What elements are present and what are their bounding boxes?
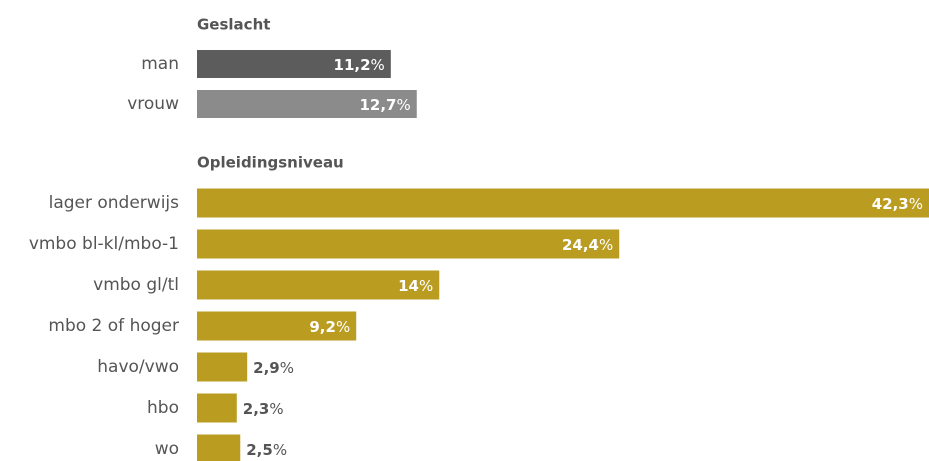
category-label: hbo (147, 398, 179, 418)
value-label: 42,3% (872, 195, 923, 213)
category-label: havo/vwo (97, 357, 179, 377)
value-label: 9,2% (309, 318, 350, 336)
bar (197, 434, 241, 461)
bar (197, 229, 620, 259)
value-label: 2,5% (246, 441, 287, 459)
value-label: 24,4% (562, 236, 613, 254)
category-label: wo (155, 439, 179, 459)
bar (197, 90, 417, 118)
value-label: 14% (398, 277, 433, 295)
value-label: 2,3% (243, 400, 284, 418)
bar (197, 352, 248, 382)
value-label: 12,7% (359, 96, 410, 114)
category-label: vmbo bl-kl/mbo-1 (29, 234, 179, 254)
category-label: mbo 2 of hoger (48, 316, 179, 336)
group-title: Opleidingsniveau (197, 154, 344, 172)
category-label: lager onderwijs (49, 193, 180, 213)
value-label: 11,2% (334, 56, 385, 74)
value-label: 2,9% (253, 359, 294, 377)
category-label: vrouw (127, 94, 179, 114)
category-label: man (141, 54, 179, 74)
category-label: vmbo gl/tl (93, 275, 179, 295)
bar (197, 270, 440, 300)
bar (197, 311, 357, 341)
bar (197, 50, 391, 78)
bar (197, 393, 237, 423)
group-title: Geslacht (197, 16, 270, 34)
bar (197, 188, 929, 218)
